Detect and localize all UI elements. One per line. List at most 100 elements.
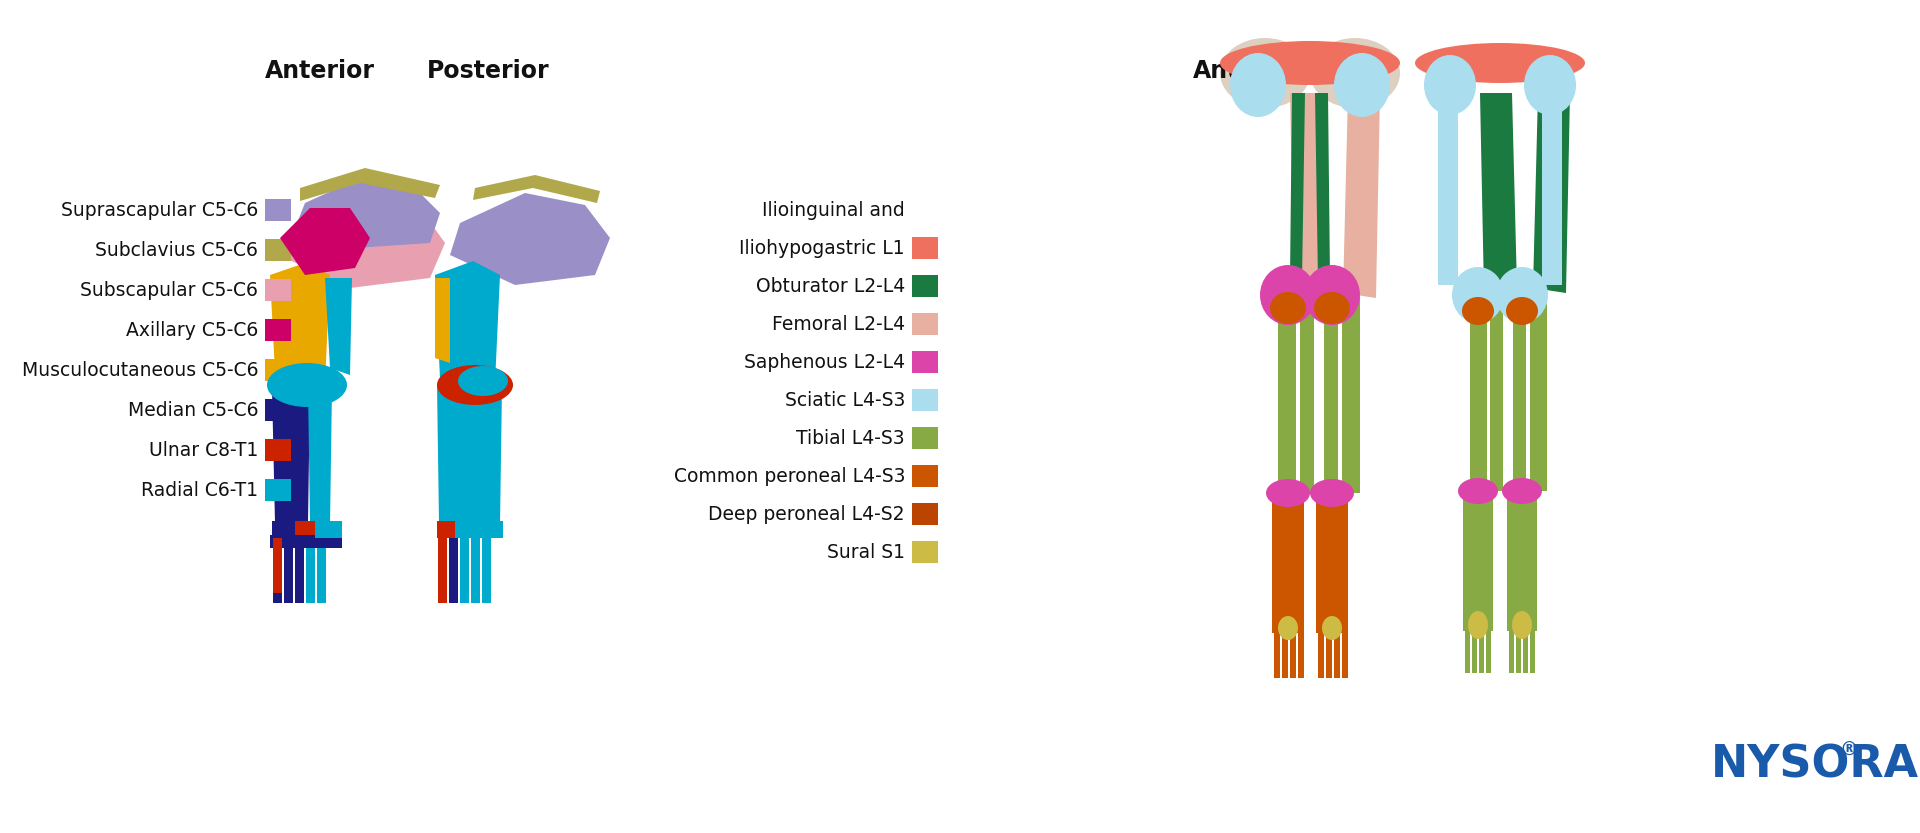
Ellipse shape: [1461, 297, 1494, 325]
Ellipse shape: [1496, 267, 1548, 323]
Text: Subscapular C5-C6: Subscapular C5-C6: [81, 281, 257, 300]
Polygon shape: [1279, 298, 1296, 493]
Ellipse shape: [1457, 478, 1498, 504]
Text: Obturator L2-L4: Obturator L2-L4: [756, 277, 904, 296]
Bar: [265, 279, 292, 301]
Polygon shape: [273, 521, 296, 538]
Bar: [912, 427, 939, 449]
Ellipse shape: [1269, 292, 1306, 324]
Polygon shape: [438, 521, 503, 538]
Ellipse shape: [1304, 265, 1359, 325]
Bar: [912, 465, 939, 487]
Polygon shape: [284, 538, 294, 603]
Text: Tibial L4-S3: Tibial L4-S3: [797, 428, 904, 447]
Polygon shape: [1523, 631, 1528, 673]
Ellipse shape: [1501, 478, 1542, 504]
Bar: [912, 351, 939, 373]
Ellipse shape: [1309, 479, 1354, 507]
Text: Common peroneal L4-S3: Common peroneal L4-S3: [674, 466, 904, 486]
Text: Anterior: Anterior: [1192, 59, 1304, 83]
Ellipse shape: [1231, 53, 1286, 117]
Ellipse shape: [1524, 55, 1576, 115]
Text: Radial C6-T1: Radial C6-T1: [140, 481, 257, 500]
Polygon shape: [1315, 493, 1348, 633]
Ellipse shape: [1415, 43, 1586, 83]
Ellipse shape: [1425, 55, 1476, 115]
Polygon shape: [271, 263, 330, 388]
Text: NYSORA: NYSORA: [1711, 744, 1920, 786]
Text: Deep peroneal L4-S2: Deep peroneal L4-S2: [708, 505, 904, 523]
Text: Musculocutaneous C5-C6: Musculocutaneous C5-C6: [21, 361, 257, 380]
Polygon shape: [1290, 633, 1296, 678]
Polygon shape: [1507, 491, 1538, 631]
Polygon shape: [1513, 299, 1526, 491]
Polygon shape: [438, 538, 447, 603]
Polygon shape: [280, 208, 371, 275]
Bar: [265, 399, 292, 421]
Polygon shape: [305, 538, 315, 603]
Ellipse shape: [1452, 267, 1503, 323]
Polygon shape: [438, 521, 455, 538]
Polygon shape: [1463, 491, 1494, 631]
Polygon shape: [1334, 633, 1340, 678]
Polygon shape: [317, 538, 326, 603]
Polygon shape: [436, 261, 499, 383]
Bar: [912, 389, 939, 411]
Polygon shape: [1342, 93, 1380, 298]
Polygon shape: [1283, 633, 1288, 678]
Polygon shape: [1290, 93, 1327, 298]
Polygon shape: [1517, 631, 1521, 673]
Polygon shape: [1542, 93, 1563, 285]
Polygon shape: [1465, 631, 1471, 673]
Text: ®: ®: [1839, 741, 1859, 760]
Text: Sural S1: Sural S1: [828, 542, 904, 561]
Polygon shape: [300, 168, 440, 201]
Bar: [912, 503, 939, 525]
Polygon shape: [436, 278, 449, 363]
Polygon shape: [1275, 633, 1281, 678]
Polygon shape: [449, 193, 611, 285]
Bar: [290, 128, 505, 523]
Ellipse shape: [438, 365, 513, 405]
Polygon shape: [470, 538, 480, 603]
Polygon shape: [1342, 298, 1359, 493]
Polygon shape: [1530, 631, 1534, 673]
Polygon shape: [1486, 631, 1492, 673]
Bar: [265, 359, 292, 381]
Polygon shape: [1471, 299, 1486, 491]
Ellipse shape: [1260, 265, 1315, 325]
Polygon shape: [438, 385, 501, 525]
Polygon shape: [1317, 633, 1325, 678]
Polygon shape: [1327, 633, 1332, 678]
Polygon shape: [1480, 93, 1517, 293]
Polygon shape: [461, 538, 468, 603]
Text: Median C5-C6: Median C5-C6: [127, 401, 257, 420]
Ellipse shape: [1219, 38, 1309, 108]
Text: Anterior: Anterior: [265, 59, 374, 83]
Polygon shape: [1532, 93, 1571, 293]
Text: Femoral L2-L4: Femoral L2-L4: [772, 315, 904, 333]
Polygon shape: [273, 538, 282, 593]
Bar: [265, 479, 292, 501]
Polygon shape: [1478, 631, 1484, 673]
Ellipse shape: [1505, 297, 1538, 325]
Polygon shape: [449, 538, 459, 603]
Bar: [265, 439, 292, 461]
Polygon shape: [273, 521, 342, 538]
Polygon shape: [1271, 493, 1304, 633]
Text: Ilioinguinal and: Ilioinguinal and: [762, 201, 904, 220]
Bar: [912, 541, 939, 563]
Polygon shape: [296, 538, 303, 603]
Polygon shape: [273, 385, 309, 528]
Polygon shape: [1290, 93, 1306, 281]
Polygon shape: [1325, 298, 1338, 493]
Polygon shape: [315, 521, 342, 538]
Polygon shape: [482, 538, 492, 603]
Polygon shape: [1473, 631, 1476, 673]
Polygon shape: [284, 198, 445, 288]
Ellipse shape: [1334, 53, 1390, 117]
Text: Subclavius C5-C6: Subclavius C5-C6: [96, 241, 257, 260]
Text: Axillary C5-C6: Axillary C5-C6: [125, 321, 257, 340]
Text: Ulnar C8-T1: Ulnar C8-T1: [148, 441, 257, 460]
Text: Saphenous L2-L4: Saphenous L2-L4: [743, 352, 904, 372]
